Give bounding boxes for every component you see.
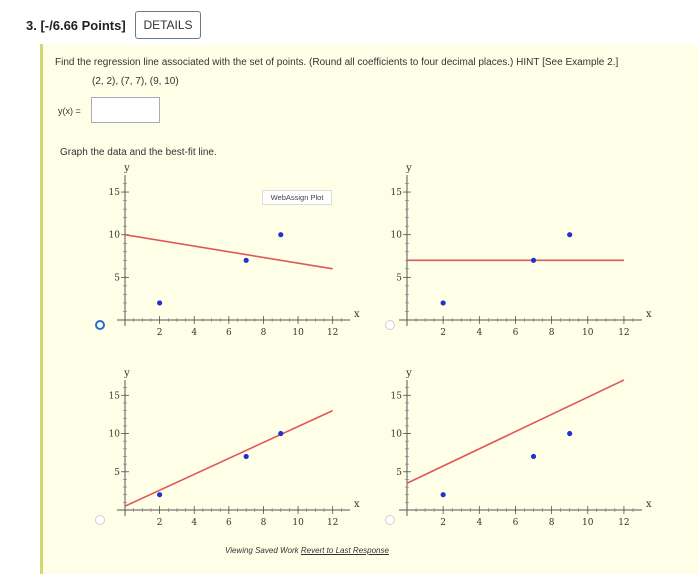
best-fit-line	[124, 409, 334, 507]
footer-prefix: Viewing Saved Work	[225, 546, 301, 555]
question-number: 3. [-/6.66 Points]	[26, 18, 126, 33]
radio-graph-2[interactable]	[385, 320, 395, 330]
x-tick-label: 8	[261, 518, 267, 528]
graph-option-2[interactable]: 2 4 6 8 10 12 5 10 15 x y	[385, 160, 655, 345]
y-tick-label: 5	[114, 468, 120, 478]
x-tick-label: 10	[582, 518, 594, 528]
y-tick-label: 10	[391, 430, 403, 440]
x-tick-label: 6	[513, 518, 519, 528]
data-point	[157, 300, 163, 306]
data-point	[243, 257, 249, 263]
data-point	[530, 257, 537, 263]
graph-option-4[interactable]: 2 4 6 8 10 12 5 10 15 x y	[385, 360, 655, 535]
data-point	[567, 232, 573, 238]
best-fit-line	[406, 379, 625, 484]
graph-option-1[interactable]: 2 4 6 8 10 12 5 10 15 x y	[105, 160, 365, 345]
radio-graph-4[interactable]	[385, 515, 395, 525]
data-point	[157, 492, 163, 498]
data-point	[278, 232, 284, 238]
data-point	[440, 492, 446, 498]
y-tick-label: 5	[114, 273, 120, 283]
y-tick-label: 5	[396, 468, 402, 478]
question-header: 3. [-/6.66 Points] DETAILS	[0, 0, 700, 44]
question-panel	[40, 44, 698, 574]
x-tick-label: 2	[157, 518, 163, 528]
radio-graph-1[interactable]	[95, 320, 105, 330]
y-tick-label: 10	[391, 231, 403, 241]
x-tick-label: 12	[327, 328, 338, 338]
data-point	[440, 300, 446, 306]
graph-prompt: Graph the data and the best-fit line.	[60, 147, 217, 158]
radio-graph-3[interactable]	[95, 515, 105, 525]
details-button[interactable]: DETAILS	[135, 11, 201, 39]
y-tick-label: 10	[109, 231, 121, 241]
data-point	[278, 430, 284, 437]
x-tick-label: 6	[226, 518, 232, 528]
x-tick-label: 12	[618, 518, 629, 528]
answer-label: y(x) =	[58, 106, 81, 116]
x-axis-label: x	[646, 499, 652, 510]
y-axis-label: y	[123, 163, 130, 174]
x-tick-label: 2	[440, 518, 446, 528]
graph-option-3[interactable]: 2 4 6 8 10 12 5 10 15 x y	[105, 360, 365, 535]
x-axis-label: x	[646, 309, 652, 320]
y-tick-label: 10	[109, 430, 121, 440]
y-tick-label: 15	[109, 391, 121, 401]
y-tick-label: 15	[109, 188, 121, 198]
revert-link[interactable]: Revert to Last Response	[300, 546, 389, 555]
y-tick-label: 5	[396, 273, 402, 283]
question-prompt: Find the regression line associated with…	[55, 57, 619, 68]
data-point	[567, 430, 573, 437]
x-tick-label: 10	[292, 328, 304, 338]
y-axis-label: y	[123, 368, 130, 379]
webassign-plot-label: WebAssign Plot	[262, 190, 332, 205]
x-tick-label: 10	[292, 518, 304, 528]
x-tick-label: 2	[440, 328, 446, 338]
y-tick-label: 15	[391, 391, 403, 401]
best-fit-line	[124, 233, 333, 270]
answer-input[interactable]	[91, 97, 160, 123]
points-list: (2, 2), (7, 7), (9, 10)	[92, 76, 179, 87]
y-tick-label: 15	[391, 188, 403, 198]
y-axis-label: y	[405, 368, 412, 379]
data-point	[243, 453, 249, 460]
footer-status: Viewing Saved Work Revert to Last Respon…	[225, 546, 389, 555]
x-tick-label: 4	[476, 518, 482, 528]
x-tick-label: 10	[582, 328, 594, 338]
x-tick-label: 8	[549, 518, 555, 528]
x-tick-label: 4	[191, 518, 197, 528]
data-point	[530, 453, 537, 460]
y-axis-label: y	[405, 163, 412, 174]
x-tick-label: 8	[261, 328, 267, 338]
x-tick-label: 6	[226, 328, 232, 338]
x-tick-label: 12	[327, 518, 338, 528]
x-tick-label: 8	[549, 328, 555, 338]
x-tick-label: 4	[476, 328, 482, 338]
x-tick-label: 6	[513, 328, 519, 338]
x-tick-label: 4	[191, 328, 197, 338]
x-tick-label: 12	[618, 328, 629, 338]
x-axis-label: x	[354, 499, 360, 510]
x-axis-label: x	[354, 309, 360, 320]
x-tick-label: 2	[157, 328, 163, 338]
